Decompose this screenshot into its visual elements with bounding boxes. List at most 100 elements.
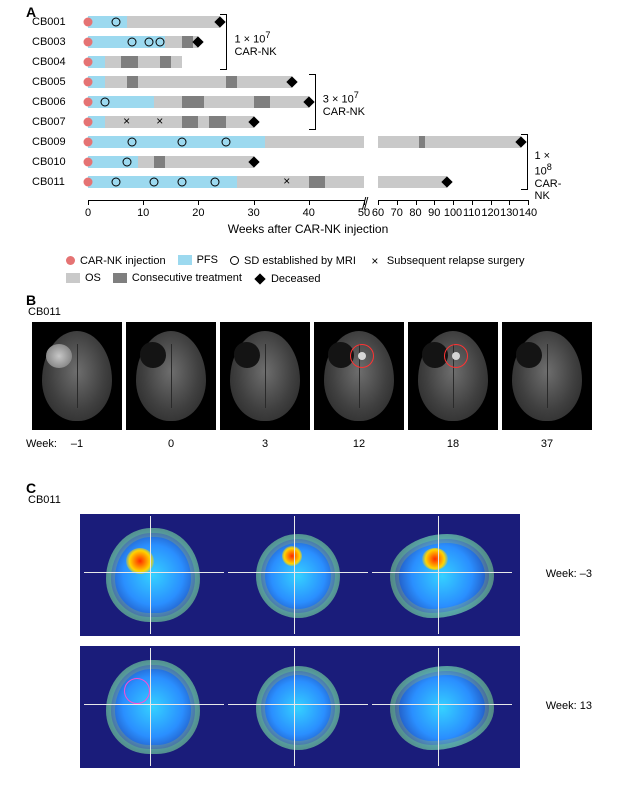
crosshair: [438, 516, 439, 634]
x-tick: [198, 200, 199, 205]
legend-item: Deceased: [254, 273, 321, 285]
pet-rim: [106, 660, 200, 754]
week-label: 0: [126, 438, 216, 450]
x-tick-label: 80: [409, 207, 421, 219]
bar-segment: [121, 56, 138, 68]
bar-segment: [209, 116, 226, 128]
legend-label: SD established by MRI: [244, 255, 356, 267]
dose-label: 1 × 107CAR-NK: [234, 30, 276, 58]
crosshair: [372, 704, 512, 705]
bar-segment: [88, 136, 265, 148]
bar-segment: [254, 96, 271, 108]
y-category-label: CB010: [32, 156, 82, 168]
pet-rim: [390, 534, 494, 618]
relapse-surgery-marker: ×: [283, 174, 290, 188]
cavity: [516, 342, 542, 368]
injection-marker: [84, 58, 93, 67]
x-tick-label: 40: [303, 207, 315, 219]
crosshair: [84, 572, 224, 573]
x-tick-label: 130: [500, 207, 518, 219]
pet-image: [372, 516, 512, 634]
deceased-icon: [254, 273, 265, 284]
mri-image: [314, 322, 404, 430]
sd-marker: [155, 38, 164, 47]
x-tick: [416, 200, 417, 205]
legend-swatch: [178, 255, 192, 265]
x-tick: [453, 200, 454, 205]
x-axis-line: [88, 200, 364, 201]
crosshair: [150, 516, 151, 634]
dose-label: 3 × 107CAR-NK: [323, 90, 365, 118]
bar-segment: [182, 36, 193, 48]
bar-segment: [88, 76, 292, 88]
legend-label: OS: [85, 272, 101, 284]
pet-week-label: Week: –3: [546, 568, 592, 580]
x-tick: [491, 200, 492, 205]
x-tick: [434, 200, 435, 205]
sd-marker: [122, 158, 131, 167]
week-label: 12: [314, 438, 404, 450]
injection-marker: [84, 78, 93, 87]
injection-marker: [84, 178, 93, 187]
legend: CAR-NK injection PFS SD established by MRI…: [66, 254, 606, 289]
x-tick: [509, 200, 510, 205]
bar-segment: [88, 36, 165, 48]
sd-marker: [128, 38, 137, 47]
x-tick-label: 120: [481, 207, 499, 219]
y-category-label: CB011: [32, 176, 82, 188]
legend-item: CAR-NK injection: [66, 255, 166, 267]
roi-circle: [444, 344, 468, 368]
sd-marker: [111, 18, 120, 27]
bar-segment: [88, 96, 154, 108]
legend-label: PFS: [197, 254, 218, 266]
midline: [547, 344, 548, 409]
relapse-surgery-marker: ×: [156, 114, 163, 128]
midline: [171, 344, 172, 409]
injection-icon: [66, 256, 75, 265]
crosshair: [372, 572, 512, 573]
x-tick-label: 60: [372, 207, 384, 219]
sd-marker: [144, 38, 153, 47]
legend-item: ×Subsequent relapse surgery: [368, 254, 525, 268]
legend-item: Consecutive treatment: [113, 272, 242, 284]
pet-row: 543210SUV: [80, 514, 520, 636]
hot-lesion: [422, 548, 448, 570]
dose-bracket: [527, 134, 528, 190]
x-tick-label: 140: [519, 207, 537, 219]
pet-image: [372, 648, 512, 766]
injection-marker: [84, 158, 93, 167]
bar-segment: [154, 156, 165, 168]
legend-label: CAR-NK injection: [80, 255, 166, 267]
bar-segment: [88, 116, 254, 128]
sd-marker: [111, 178, 120, 187]
x-tick: [309, 200, 310, 205]
legend-item: SD established by MRI: [230, 255, 356, 267]
y-category-label: CB004: [32, 56, 82, 68]
pet-rim: [106, 528, 200, 622]
crosshair: [294, 648, 295, 766]
legend-label: Consecutive treatment: [132, 272, 242, 284]
panel-b-subject: CB011: [28, 306, 61, 318]
bar-segment: [127, 76, 138, 88]
sd-marker: [128, 138, 137, 147]
y-category-label: CB006: [32, 96, 82, 108]
y-category-label: CB007: [32, 116, 82, 128]
bar-segment: [309, 176, 326, 188]
legend-label: Deceased: [271, 273, 321, 285]
y-category-label: CB005: [32, 76, 82, 88]
x-tick-label: 30: [247, 207, 259, 219]
dose-label: 1 × 108CAR-NK: [535, 150, 562, 202]
legend-row: CAR-NK injection PFS SD established by MRI…: [66, 254, 606, 272]
midline: [77, 344, 78, 409]
week-label: 37: [502, 438, 592, 450]
crosshair: [84, 704, 224, 705]
x-tick: [143, 200, 144, 205]
x-tick-label: 20: [192, 207, 204, 219]
crosshair: [438, 648, 439, 766]
x-tick: [397, 200, 398, 205]
legend-item: OS: [66, 272, 101, 284]
x-tick-label: 50: [358, 207, 370, 219]
pet-week-label: Week: 13: [546, 700, 592, 712]
panel-c: CB011 543210SUVWeek: –36543210SUVWeek: 1…: [26, 486, 592, 782]
x-tick: [88, 200, 89, 205]
